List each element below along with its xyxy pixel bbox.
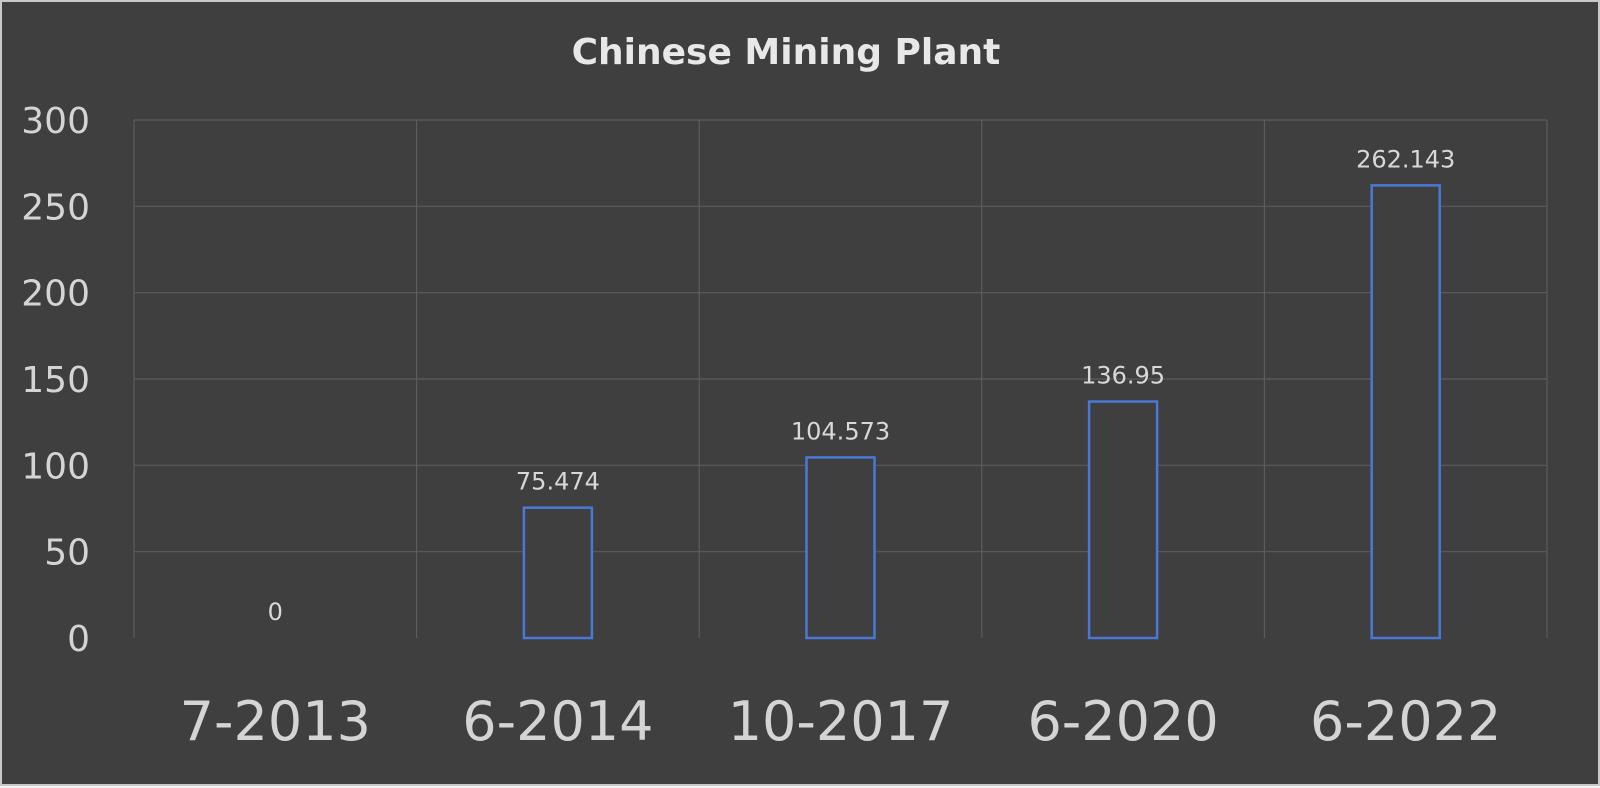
data-labels: 0 75.474 104.573 136.95 262.143 — [268, 145, 1456, 626]
data-label: 136.95 — [1081, 362, 1165, 390]
data-label: 75.474 — [516, 468, 600, 496]
y-tick-label: 100 — [21, 446, 90, 487]
y-tick-label: 250 — [21, 187, 90, 228]
bar-series — [522, 184, 1441, 640]
x-tick-label: 10-2017 — [728, 690, 954, 753]
data-label: 262.143 — [1356, 145, 1455, 173]
y-tick-label: 0 — [67, 619, 90, 660]
y-tick-label: 50 — [44, 533, 90, 574]
x-tick-label: 6-2014 — [462, 690, 653, 753]
chart-title: Chinese Mining Plant — [572, 32, 1001, 73]
bar — [522, 506, 594, 640]
y-tick-label: 200 — [21, 274, 90, 315]
bar — [1087, 400, 1159, 640]
bar — [1370, 184, 1441, 640]
y-axis-ticks: 0 50 100 150 200 250 300 — [21, 101, 90, 660]
grid-layer — [133, 119, 1548, 638]
x-tick-label: 7-2013 — [180, 690, 371, 753]
x-axis-ticks: 7-2013 6-2014 10-2017 6-2020 6-2022 — [180, 690, 1502, 753]
x-tick-label: 6-2020 — [1027, 690, 1218, 753]
data-label: 104.573 — [791, 417, 890, 445]
data-label: 0 — [268, 598, 283, 626]
y-tick-label: 150 — [21, 360, 90, 401]
bar — [805, 456, 876, 640]
x-tick-label: 6-2022 — [1310, 690, 1501, 753]
y-tick-label: 300 — [21, 101, 90, 142]
